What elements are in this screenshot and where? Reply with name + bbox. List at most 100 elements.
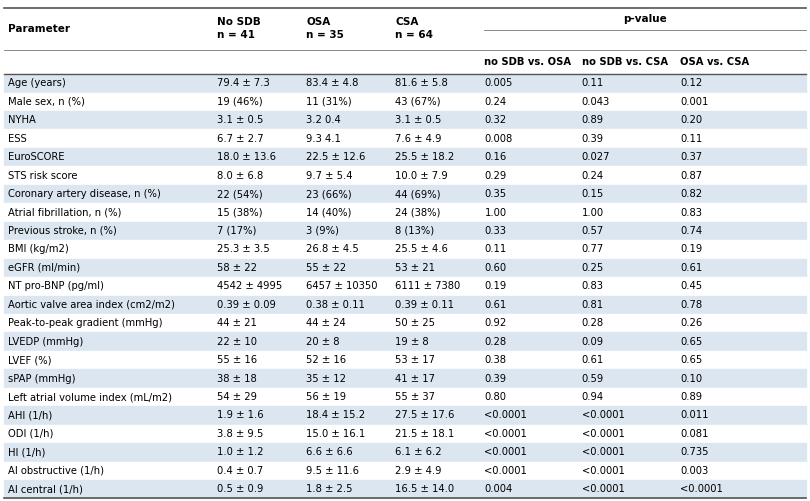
Bar	[4, 461, 806, 480]
Text: 38 ± 18: 38 ± 18	[217, 374, 257, 384]
Text: 0.38 ± 0.11: 0.38 ± 0.11	[306, 300, 365, 310]
Text: 19 ± 8: 19 ± 8	[395, 337, 429, 347]
Text: 22 (54%): 22 (54%)	[217, 189, 262, 199]
Text: 7 (17%): 7 (17%)	[217, 226, 257, 236]
Text: no SDB vs. OSA: no SDB vs. OSA	[484, 57, 572, 67]
Text: 21.5 ± 18.1: 21.5 ± 18.1	[395, 429, 454, 439]
Text: 1.8 ± 2.5: 1.8 ± 2.5	[306, 484, 352, 494]
Text: 0.83: 0.83	[680, 207, 702, 217]
Bar	[4, 369, 806, 388]
Text: 18.0 ± 13.6: 18.0 ± 13.6	[217, 152, 276, 162]
Text: sPAP (mmHg): sPAP (mmHg)	[8, 374, 75, 384]
Text: NYHA: NYHA	[8, 115, 36, 125]
Text: 43 (67%): 43 (67%)	[395, 97, 441, 107]
Text: no SDB vs. CSA: no SDB vs. CSA	[582, 57, 667, 67]
Text: LVEDP (mmHg): LVEDP (mmHg)	[8, 337, 83, 347]
Bar	[4, 166, 806, 185]
Bar	[4, 333, 806, 351]
Text: 0.20: 0.20	[680, 115, 702, 125]
Text: <0.0001: <0.0001	[484, 466, 527, 476]
Text: 9.3 4.1: 9.3 4.1	[306, 134, 341, 144]
Bar	[4, 185, 806, 203]
Text: 8 (13%): 8 (13%)	[395, 226, 434, 236]
Text: <0.0001: <0.0001	[582, 484, 625, 494]
Text: 0.83: 0.83	[582, 282, 603, 291]
Text: 0.61: 0.61	[484, 300, 506, 310]
Text: 44 (69%): 44 (69%)	[395, 189, 441, 199]
Text: OSA
n = 35: OSA n = 35	[306, 17, 344, 41]
Text: 56 ± 19: 56 ± 19	[306, 392, 347, 402]
Text: 0.78: 0.78	[680, 300, 702, 310]
Text: 0.65: 0.65	[680, 355, 702, 365]
Text: 0.008: 0.008	[484, 134, 513, 144]
Text: 9.5 ± 11.6: 9.5 ± 11.6	[306, 466, 359, 476]
Text: 22.5 ± 12.6: 22.5 ± 12.6	[306, 152, 365, 162]
Text: 55 ± 22: 55 ± 22	[306, 263, 347, 273]
Text: 0.94: 0.94	[582, 392, 603, 402]
Text: 0.28: 0.28	[582, 318, 603, 328]
Text: NT pro-BNP (pg/ml): NT pro-BNP (pg/ml)	[8, 282, 104, 291]
Text: 1.9 ± 1.6: 1.9 ± 1.6	[217, 410, 264, 420]
Bar	[4, 425, 806, 443]
Bar	[4, 480, 806, 498]
Text: 0.09: 0.09	[582, 337, 603, 347]
Text: 0.61: 0.61	[680, 263, 702, 273]
Text: <0.0001: <0.0001	[582, 447, 625, 457]
Text: 0.24: 0.24	[582, 171, 603, 181]
Text: 1.00: 1.00	[582, 207, 603, 217]
Text: 0.28: 0.28	[484, 337, 506, 347]
Text: 83.4 ± 4.8: 83.4 ± 4.8	[306, 78, 359, 88]
Text: 0.4 ± 0.7: 0.4 ± 0.7	[217, 466, 263, 476]
Text: STS risk score: STS risk score	[8, 171, 78, 181]
Text: HI (1/h): HI (1/h)	[8, 447, 45, 457]
Text: 3.8 ± 9.5: 3.8 ± 9.5	[217, 429, 263, 439]
Text: 0.65: 0.65	[680, 337, 702, 347]
Text: 19 (46%): 19 (46%)	[217, 97, 262, 107]
Text: 14 (40%): 14 (40%)	[306, 207, 352, 217]
Bar	[4, 111, 806, 129]
Bar	[4, 74, 806, 93]
Text: Left atrial volume index (mL/m2): Left atrial volume index (mL/m2)	[8, 392, 172, 402]
Text: CSA
n = 64: CSA n = 64	[395, 17, 433, 41]
Text: 10.0 ± 7.9: 10.0 ± 7.9	[395, 171, 448, 181]
Text: 0.80: 0.80	[484, 392, 506, 402]
Text: 0.24: 0.24	[484, 97, 506, 107]
Text: 26.8 ± 4.5: 26.8 ± 4.5	[306, 244, 359, 255]
Text: 0.043: 0.043	[582, 97, 610, 107]
Bar	[4, 148, 806, 166]
Text: <0.0001: <0.0001	[484, 410, 527, 420]
Text: 0.19: 0.19	[680, 244, 702, 255]
Bar	[4, 222, 806, 240]
Text: 81.6 ± 5.8: 81.6 ± 5.8	[395, 78, 448, 88]
Bar	[4, 388, 806, 406]
Bar	[4, 314, 806, 333]
Text: 27.5 ± 17.6: 27.5 ± 17.6	[395, 410, 454, 420]
Text: Previous stroke, n (%): Previous stroke, n (%)	[8, 226, 117, 236]
Text: 0.74: 0.74	[680, 226, 702, 236]
Text: 3.1 ± 0.5: 3.1 ± 0.5	[217, 115, 263, 125]
Text: 44 ± 21: 44 ± 21	[217, 318, 257, 328]
Text: 15.0 ± 16.1: 15.0 ± 16.1	[306, 429, 365, 439]
Text: AI obstructive (1/h): AI obstructive (1/h)	[8, 466, 104, 476]
Text: 0.57: 0.57	[582, 226, 603, 236]
Text: Peak-to-peak gradient (mmHg): Peak-to-peak gradient (mmHg)	[8, 318, 163, 328]
Text: <0.0001: <0.0001	[680, 484, 723, 494]
Text: 16.5 ± 14.0: 16.5 ± 14.0	[395, 484, 454, 494]
Text: 1.0 ± 1.2: 1.0 ± 1.2	[217, 447, 263, 457]
Text: Atrial fibrillation, n (%): Atrial fibrillation, n (%)	[8, 207, 121, 217]
Bar	[4, 240, 806, 259]
Text: ODI (1/h): ODI (1/h)	[8, 429, 53, 439]
Text: 0.61: 0.61	[582, 355, 603, 365]
Text: 0.027: 0.027	[582, 152, 610, 162]
Text: 0.60: 0.60	[484, 263, 506, 273]
Text: 41 ± 17: 41 ± 17	[395, 374, 435, 384]
Text: 0.39 ± 0.11: 0.39 ± 0.11	[395, 300, 454, 310]
Text: AI central (1/h): AI central (1/h)	[8, 484, 83, 494]
Text: 0.11: 0.11	[484, 244, 506, 255]
Text: 25.5 ± 4.6: 25.5 ± 4.6	[395, 244, 448, 255]
Text: 25.5 ± 18.2: 25.5 ± 18.2	[395, 152, 454, 162]
Text: 23 (66%): 23 (66%)	[306, 189, 352, 199]
Text: 0.011: 0.011	[680, 410, 709, 420]
Text: <0.0001: <0.0001	[582, 410, 625, 420]
Text: 0.59: 0.59	[582, 374, 603, 384]
